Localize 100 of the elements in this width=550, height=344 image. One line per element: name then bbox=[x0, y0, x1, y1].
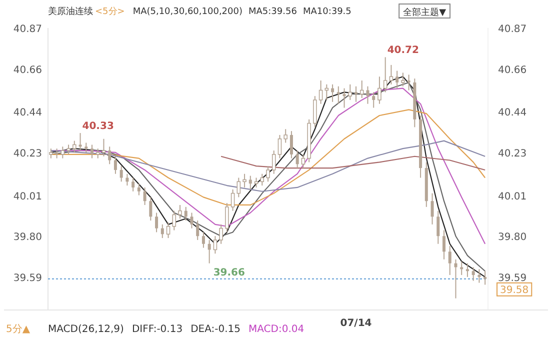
candlestick bbox=[442, 230, 446, 260]
text: MA(5,10,30,60,100,200) bbox=[132, 7, 242, 17]
candlestick bbox=[208, 239, 211, 264]
candlestick bbox=[407, 74, 410, 91]
text: DEA:-0.15 bbox=[190, 324, 241, 335]
candlestick bbox=[436, 210, 440, 244]
candlestick bbox=[278, 134, 282, 159]
candlestick bbox=[230, 188, 235, 212]
text: 5分▲ bbox=[6, 323, 30, 335]
y-tick-label: 39.59 bbox=[13, 272, 42, 284]
candlestick bbox=[132, 177, 135, 192]
candlestick bbox=[383, 56, 388, 93]
candlestick bbox=[248, 175, 252, 190]
candlestick bbox=[225, 202, 229, 233]
candlestick bbox=[196, 220, 200, 240]
candlestick bbox=[90, 144, 94, 159]
candlestick bbox=[466, 262, 469, 278]
y2-tick-label: 40.44 bbox=[498, 108, 527, 119]
candlestick bbox=[336, 86, 340, 104]
line-series bbox=[220, 156, 486, 171]
candlestick bbox=[284, 128, 288, 144]
candlestick bbox=[396, 70, 399, 89]
candlestick bbox=[372, 92, 376, 108]
candlestick bbox=[184, 206, 188, 222]
line-series bbox=[50, 109, 486, 206]
candlestick bbox=[478, 268, 481, 284]
candlestick bbox=[342, 88, 346, 108]
x-tick-label: 07/14 bbox=[340, 318, 372, 329]
y-tick-label: 40.66 bbox=[13, 64, 42, 76]
candlestick bbox=[318, 80, 323, 104]
annotation: 40.72 bbox=[387, 45, 420, 56]
candlestick bbox=[219, 224, 223, 244]
y2-tick-label: 40.01 bbox=[498, 191, 527, 202]
candlestick bbox=[290, 130, 293, 159]
text: DIFF:-0.13 bbox=[132, 324, 183, 335]
chart-title: 美原油连续 bbox=[48, 6, 93, 17]
candlestick bbox=[114, 156, 117, 174]
y2-tick-label: 40.23 bbox=[498, 148, 527, 160]
text: MA10:39.5 bbox=[302, 7, 352, 17]
candlestick bbox=[378, 76, 382, 104]
y2-tick-label: 39.59 bbox=[498, 272, 527, 284]
candlestick bbox=[484, 270, 487, 286]
candlestick bbox=[348, 84, 352, 100]
candlestick bbox=[242, 173, 246, 188]
candlestick bbox=[254, 177, 258, 188]
y-tick-label: 40.87 bbox=[13, 24, 42, 35]
chart-subtitle: <5分> bbox=[95, 6, 125, 17]
candlestick bbox=[60, 146, 65, 159]
candlestick bbox=[49, 148, 53, 159]
annotation: 40.33 bbox=[82, 121, 114, 132]
candlestick bbox=[143, 186, 146, 206]
candlestick bbox=[313, 96, 317, 128]
y2-tick-label: 39.80 bbox=[498, 232, 527, 244]
candlestick bbox=[213, 236, 218, 254]
ref-line-label: 39.58 bbox=[500, 284, 529, 296]
y-tick-label: 40.23 bbox=[13, 148, 42, 160]
candlestick bbox=[166, 222, 170, 239]
text: MA5:39.56 bbox=[248, 7, 298, 17]
y2-tick-label: 40.66 bbox=[498, 64, 527, 76]
candlestick bbox=[66, 144, 70, 155]
candlestick bbox=[366, 86, 370, 104]
candlestick bbox=[102, 138, 106, 157]
line-series bbox=[50, 140, 486, 192]
candlestick bbox=[236, 177, 241, 198]
y-tick-label: 40.01 bbox=[13, 191, 42, 202]
candlestick bbox=[260, 173, 264, 186]
candlestick bbox=[190, 212, 194, 229]
candlestick bbox=[324, 84, 329, 100]
candlestick bbox=[120, 166, 123, 182]
candlestick bbox=[155, 212, 158, 233]
candlestick bbox=[266, 166, 270, 182]
text: MACD:0.04 bbox=[248, 324, 304, 335]
y-tick-label: 40.44 bbox=[13, 108, 42, 119]
candlestick bbox=[55, 148, 58, 159]
text: 全部主题▼ bbox=[403, 7, 446, 18]
candlestick bbox=[460, 260, 464, 276]
candlestick bbox=[389, 64, 394, 85]
candlestick bbox=[354, 86, 358, 102]
candlestick bbox=[172, 210, 176, 231]
candlestick bbox=[160, 224, 164, 239]
candlestick bbox=[301, 154, 306, 169]
candlestick bbox=[401, 72, 405, 87]
candlestick bbox=[78, 132, 82, 152]
candlestick bbox=[360, 80, 364, 99]
candlestick bbox=[202, 232, 205, 248]
candlestick bbox=[149, 196, 152, 222]
candlestick bbox=[178, 204, 182, 220]
candlestick bbox=[272, 150, 276, 174]
text: MACD(26,12,9) bbox=[48, 324, 124, 335]
y2-tick-label: 40.87 bbox=[498, 24, 527, 35]
candlestick bbox=[448, 245, 452, 276]
candlestick bbox=[430, 192, 434, 225]
candlestick bbox=[84, 142, 88, 153]
candlestick bbox=[296, 150, 299, 169]
candlestick bbox=[96, 148, 100, 159]
candlestick bbox=[108, 146, 112, 165]
y-tick-label: 39.80 bbox=[13, 232, 42, 244]
annotation: 39.66 bbox=[213, 267, 246, 278]
candlestick bbox=[137, 183, 140, 196]
candlestick bbox=[72, 140, 76, 153]
